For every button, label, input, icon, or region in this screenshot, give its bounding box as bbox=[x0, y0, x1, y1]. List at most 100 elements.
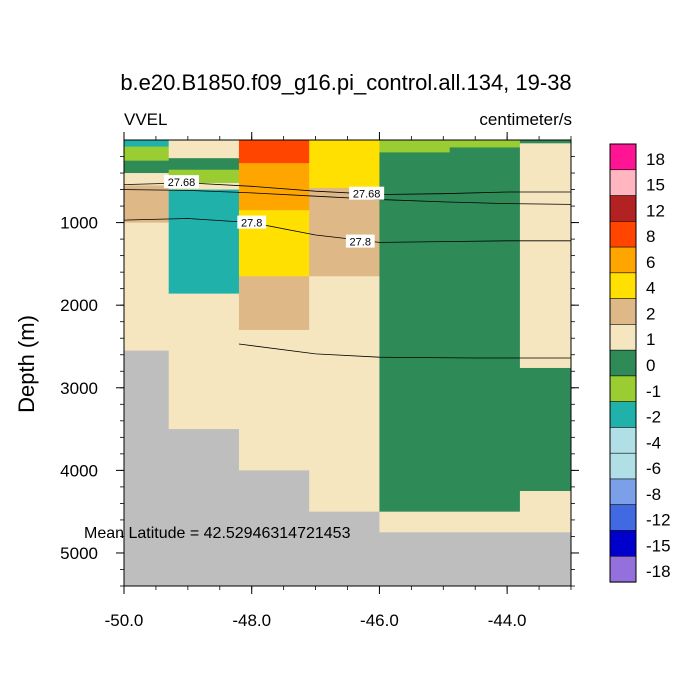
contour-line-1 bbox=[123, 189, 572, 205]
heatmap-cell-36 bbox=[519, 532, 572, 587]
heatmap-cell-26 bbox=[379, 511, 451, 533]
heatmap-cell-33 bbox=[519, 143, 572, 369]
colorbar-swatch-11 bbox=[609, 427, 637, 454]
x-tick-label-2: -46.0 bbox=[360, 611, 399, 630]
colorbar-label-5: 4 bbox=[646, 279, 655, 298]
contour-label-3: 27.8 bbox=[350, 237, 371, 249]
heatmap-cell-30 bbox=[449, 511, 521, 533]
colorbar-swatch-6 bbox=[609, 298, 637, 325]
heatmap-cell-11 bbox=[168, 189, 240, 295]
heatmap-cell-19 bbox=[238, 470, 310, 587]
x-axis-ticks: -50.0 -48.0 -46.0 -44.0 bbox=[105, 132, 572, 630]
heatmap-cell-29 bbox=[449, 147, 521, 513]
contour-label-bg-0 bbox=[163, 175, 199, 189]
colorbar-swatch-5 bbox=[609, 272, 637, 300]
contour-label-0: 27.68 bbox=[168, 177, 196, 189]
colorbar-label-6: 2 bbox=[646, 304, 655, 323]
colorbar-swatch-14 bbox=[609, 504, 637, 532]
heatmap-cell-17 bbox=[238, 276, 310, 331]
heatmap-cells bbox=[124, 140, 572, 587]
left-label: VVEL bbox=[124, 110, 167, 129]
heatmap-cell-6 bbox=[124, 350, 170, 587]
heatmap-cell-34 bbox=[519, 367, 572, 492]
heatmap-cell-8 bbox=[168, 158, 240, 171]
colorbar-label-1: 15 bbox=[646, 176, 665, 195]
heatmap-cell-23 bbox=[309, 511, 380, 587]
heatmap-cell-27 bbox=[379, 532, 451, 587]
heatmap-cell-12 bbox=[168, 293, 240, 430]
y-axis-label: Depth (m) bbox=[14, 315, 39, 413]
contour-label-bg-2 bbox=[237, 215, 267, 229]
heatmap-cell-35 bbox=[519, 491, 572, 533]
heatmap-cell-7 bbox=[168, 140, 240, 159]
heatmap-cell-21 bbox=[309, 187, 380, 277]
x-tick-label-0: -50.0 bbox=[105, 611, 144, 630]
heatmap-cell-32 bbox=[519, 140, 572, 144]
y-tick-label-2: 3000 bbox=[60, 379, 98, 398]
heatmap-cell-28 bbox=[449, 140, 521, 148]
colorbar-swatch-10 bbox=[609, 401, 637, 429]
colorbar-swatch-1 bbox=[609, 169, 637, 197]
colorbar-swatch-12 bbox=[609, 452, 637, 480]
y-tick-label-4: 5000 bbox=[60, 544, 98, 563]
colorbar-frame bbox=[609, 143, 637, 583]
heatmap-cell-10 bbox=[168, 182, 240, 191]
colorbar-label-13: -8 bbox=[646, 485, 661, 504]
colorbar-label-12: -6 bbox=[646, 459, 661, 478]
colorbar-label-10: -2 bbox=[646, 408, 661, 427]
colorbar-label-2: 12 bbox=[646, 201, 665, 220]
y-tick-label-0: 1000 bbox=[60, 214, 98, 233]
colorbar-swatch-13 bbox=[609, 478, 637, 506]
contour-label-bg-1 bbox=[349, 186, 385, 200]
colorbar-swatch-8 bbox=[609, 349, 637, 377]
heatmap-cell-3 bbox=[124, 173, 170, 186]
y-tick-label-3: 4000 bbox=[60, 461, 98, 480]
colorbar-label-9: -1 bbox=[646, 382, 661, 401]
heatmap-cell-14 bbox=[238, 140, 310, 164]
heatmap-cell-13 bbox=[168, 429, 240, 587]
colorbar-label-8: 0 bbox=[646, 356, 655, 375]
heatmap-cell-4 bbox=[124, 185, 170, 224]
contour-label-1: 27.68 bbox=[353, 189, 381, 201]
y-tick-label-1: 2000 bbox=[60, 296, 98, 315]
chart-title: b.e20.B1850.f09_g16.pi_control.all.134, … bbox=[120, 70, 571, 95]
heatmap-cell-15 bbox=[238, 163, 310, 211]
colorbar-swatch-15 bbox=[609, 530, 637, 557]
heatmap-cell-1 bbox=[124, 146, 170, 162]
heatmap-cell-31 bbox=[449, 532, 521, 587]
colorbar-label-11: -4 bbox=[646, 433, 661, 452]
colorbar-swatch-2 bbox=[609, 195, 637, 222]
right-label: centimeter/s bbox=[479, 110, 572, 129]
heatmap-cell-18 bbox=[238, 329, 310, 471]
contour-label-2: 27.8 bbox=[241, 218, 262, 230]
heatmap-cell-24 bbox=[379, 140, 451, 153]
contour-label-bg-3 bbox=[345, 234, 375, 248]
colorbar-label-3: 8 bbox=[646, 227, 655, 246]
colorbar-swatch-0 bbox=[609, 143, 637, 171]
heatmap-cell-2 bbox=[124, 160, 170, 174]
heatmap-cell-25 bbox=[379, 152, 451, 513]
colorbar-swatch-3 bbox=[609, 220, 637, 248]
colorbar: 18 15 12 8 6 4 2 1 0 -1 -2 -4 -6 -8 -12 -15 -18 bbox=[609, 143, 671, 583]
x-tick-label-1: -48.0 bbox=[232, 611, 271, 630]
colorbar-label-0: 18 bbox=[646, 150, 665, 169]
colorbar-label-4: 6 bbox=[646, 253, 655, 272]
colorbar-label-15: -15 bbox=[646, 536, 671, 555]
colorbar-swatch-7 bbox=[609, 324, 637, 351]
heatmap-cell-0 bbox=[124, 140, 170, 148]
mean-latitude-annotation: Mean Latitude = 42.52946314721453 bbox=[84, 525, 351, 542]
contour-labels: 27.68 27.68 27.8 27.8 bbox=[163, 175, 385, 249]
heatmap-cell-22 bbox=[309, 276, 380, 513]
colorbar-label-16: -18 bbox=[646, 562, 671, 581]
colorbar-swatch-4 bbox=[609, 246, 637, 274]
heatmap-cell-20 bbox=[309, 140, 380, 189]
heatmap-cell-5 bbox=[124, 222, 170, 352]
colorbar-swatch-16 bbox=[609, 555, 637, 583]
x-tick-label-3: -44.0 bbox=[488, 611, 527, 630]
colorbar-swatch-9 bbox=[609, 375, 637, 403]
y-axis-ticks: 1000 2000 3000 4000 5000 bbox=[60, 156, 579, 587]
colorbar-label-14: -12 bbox=[646, 511, 671, 530]
colorbar-label-7: 1 bbox=[646, 330, 655, 349]
contour-line-3 bbox=[238, 343, 571, 359]
